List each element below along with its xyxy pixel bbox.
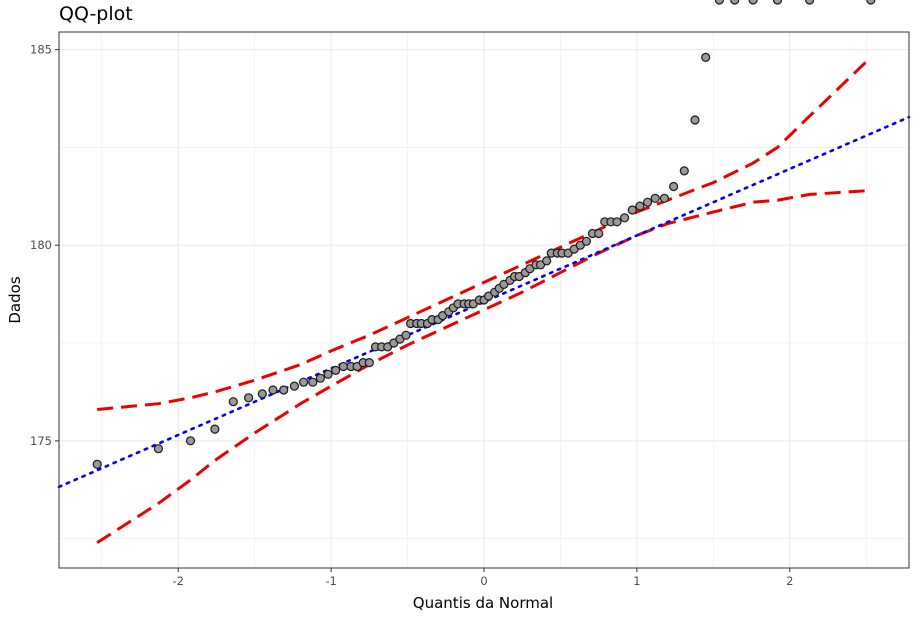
data-point — [701, 52, 711, 63]
data-point — [642, 197, 653, 207]
data-point — [315, 373, 325, 383]
data-point — [268, 385, 278, 395]
x-axis-ticks: -2 -1 0 1 2 — [173, 568, 793, 588]
data-point — [679, 166, 689, 176]
data-point — [308, 377, 318, 387]
y-tick-label: 185 — [30, 43, 52, 57]
x-axis-title: Quantis da Normal — [413, 594, 553, 612]
data-point — [581, 236, 592, 246]
data-point — [331, 365, 341, 375]
data-point — [668, 181, 679, 192]
grid-lines — [59, 32, 909, 568]
y-tick-label: 175 — [30, 434, 52, 448]
x-tick-label: -1 — [325, 574, 336, 588]
chart-title: QQ-plot — [59, 3, 133, 25]
data-point — [659, 193, 670, 203]
data-point — [730, 0, 740, 5]
data-point — [323, 369, 333, 379]
reference-line — [57, 115, 911, 489]
y-tick-label: 180 — [30, 238, 52, 252]
confidence-envelope — [96, 56, 872, 544]
data-point — [185, 436, 196, 446]
data-point — [690, 115, 700, 125]
data-point — [257, 389, 267, 399]
data-point — [228, 397, 238, 407]
data-point — [650, 193, 660, 203]
reference-line-group — [57, 115, 911, 489]
data-point — [805, 0, 815, 5]
y-axis-ticks: 175 180 185 — [30, 43, 59, 448]
x-tick-label: 0 — [480, 574, 487, 588]
x-tick-label: 1 — [633, 574, 640, 588]
data-point — [299, 377, 309, 387]
x-tick-label: -2 — [173, 574, 184, 588]
data-point — [153, 444, 163, 454]
envelope-lower — [96, 189, 871, 544]
data-point — [748, 0, 758, 5]
data-point — [289, 381, 299, 391]
data-point — [619, 213, 630, 223]
y-axis-title: Dados — [6, 276, 24, 323]
envelope-upper — [97, 56, 872, 411]
data-point — [714, 0, 724, 5]
data-point — [210, 424, 220, 434]
data-point — [772, 0, 783, 5]
data-point — [627, 205, 637, 215]
data-point — [542, 256, 552, 266]
data-point — [92, 459, 102, 469]
data-point — [279, 385, 289, 395]
data-point — [338, 361, 348, 372]
data-point — [401, 330, 411, 340]
data-point — [612, 217, 622, 227]
data-point — [594, 228, 604, 239]
data-points — [92, 0, 876, 469]
data-point — [866, 0, 876, 5]
data-point — [635, 201, 645, 211]
x-tick-label: 2 — [786, 574, 793, 588]
data-point — [364, 358, 374, 368]
data-point — [244, 393, 254, 403]
